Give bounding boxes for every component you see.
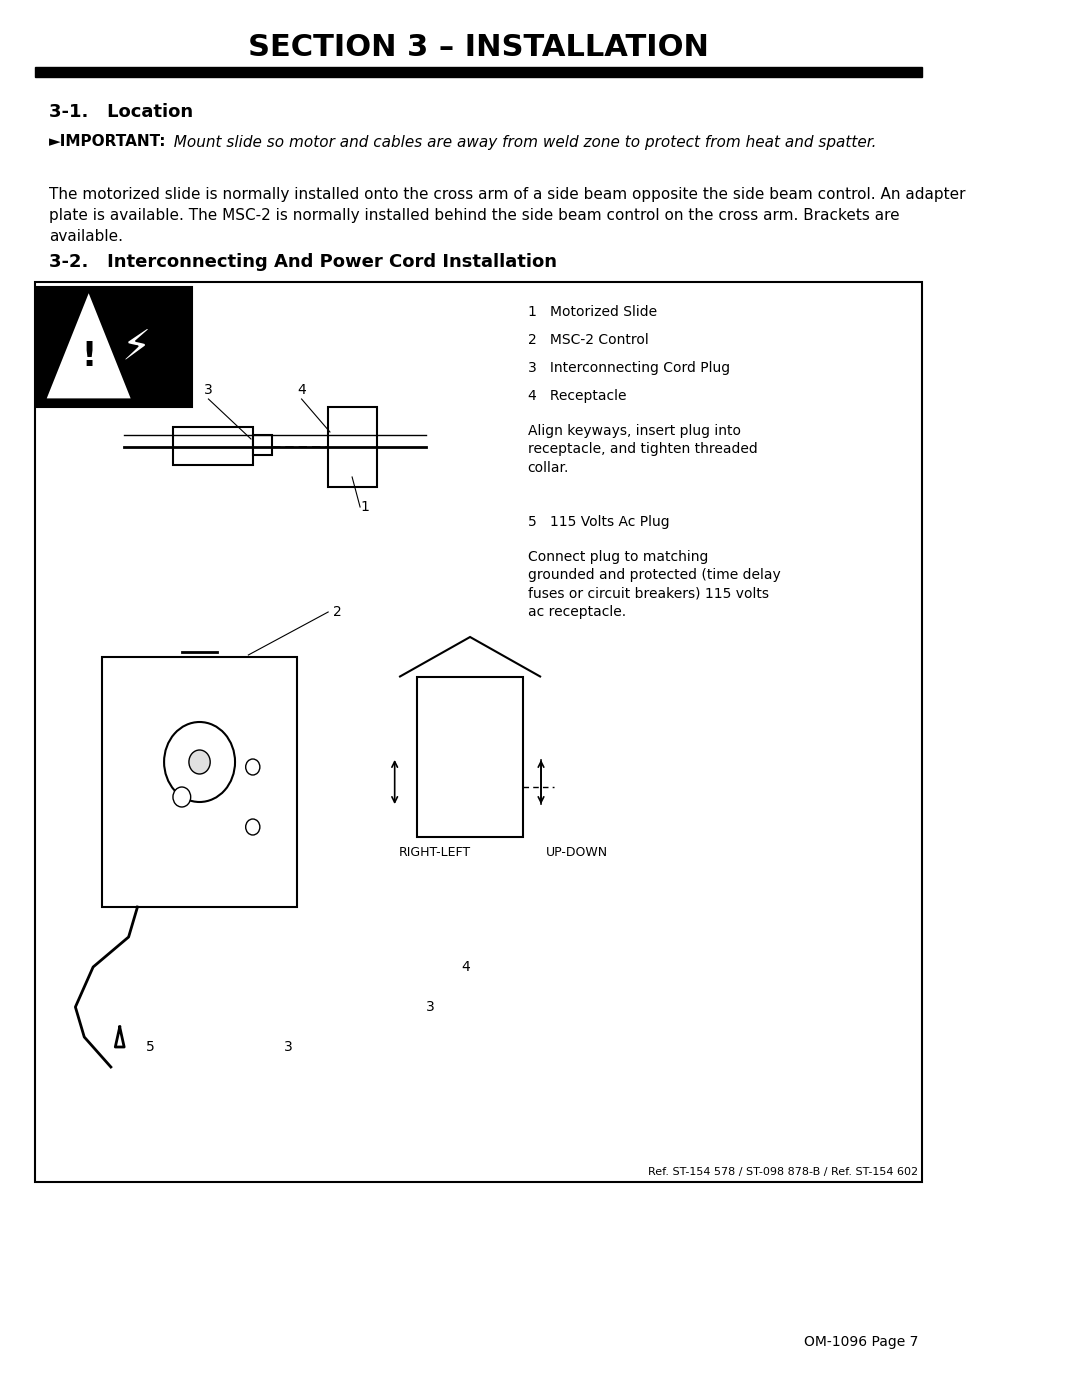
Text: 3-2.   Interconnecting And Power Cord Installation: 3-2. Interconnecting And Power Cord Inst… xyxy=(49,253,557,271)
Text: 4   Receptacle: 4 Receptacle xyxy=(528,388,626,402)
Text: Ref. ST-154 578 / ST-098 878-B / Ref. ST-154 602: Ref. ST-154 578 / ST-098 878-B / Ref. ST… xyxy=(648,1166,918,1178)
Polygon shape xyxy=(49,298,129,397)
Circle shape xyxy=(164,722,235,802)
Text: RIGHT-LEFT: RIGHT-LEFT xyxy=(400,845,471,859)
Text: OM-1096 Page 7: OM-1096 Page 7 xyxy=(804,1336,918,1350)
Text: 4: 4 xyxy=(461,960,470,974)
Circle shape xyxy=(173,787,191,807)
Text: 3: 3 xyxy=(204,383,213,397)
Text: UP-DOWN: UP-DOWN xyxy=(545,845,608,859)
Circle shape xyxy=(245,819,260,835)
Text: 2: 2 xyxy=(333,605,341,619)
Text: Align keyways, insert plug into
receptacle, and tighten threaded
collar.: Align keyways, insert plug into receptac… xyxy=(528,425,757,475)
Text: 3: 3 xyxy=(426,1000,434,1014)
Bar xyxy=(37,286,192,407)
Text: Connect plug to matching
grounded and protected (time delay
fuses or circuit bre: Connect plug to matching grounded and pr… xyxy=(528,550,781,619)
Text: 5   115 Volts Ac Plug: 5 115 Volts Ac Plug xyxy=(528,515,670,529)
Text: The motorized slide is normally installed onto the cross arm of a side beam oppo: The motorized slide is normally installe… xyxy=(49,187,966,244)
Circle shape xyxy=(189,750,211,774)
Text: 5: 5 xyxy=(147,1039,156,1053)
Bar xyxy=(253,434,272,455)
Text: 3: 3 xyxy=(284,1039,293,1053)
Text: 1   Motorized Slide: 1 Motorized Slide xyxy=(528,305,657,319)
Bar xyxy=(173,427,253,465)
Text: !: ! xyxy=(81,341,96,373)
Text: 4: 4 xyxy=(297,383,306,397)
Text: SECTION 3 – INSTALLATION: SECTION 3 – INSTALLATION xyxy=(248,32,710,61)
Bar xyxy=(328,407,377,488)
Text: Mount slide so motor and cables are away from weld zone to protect from heat and: Mount slide so motor and cables are away… xyxy=(164,134,877,149)
Text: 1: 1 xyxy=(360,500,369,514)
Text: ►IMPORTANT:: ►IMPORTANT: xyxy=(49,134,166,149)
Circle shape xyxy=(245,759,260,775)
Text: 3-1.   Location: 3-1. Location xyxy=(49,103,193,122)
Bar xyxy=(102,657,297,907)
Bar xyxy=(36,282,922,1182)
Text: 3   Interconnecting Cord Plug: 3 Interconnecting Cord Plug xyxy=(528,360,730,374)
Bar xyxy=(36,67,922,77)
Bar xyxy=(417,678,524,837)
Text: ⚡: ⚡ xyxy=(121,326,150,367)
Text: 2   MSC-2 Control: 2 MSC-2 Control xyxy=(528,332,648,346)
